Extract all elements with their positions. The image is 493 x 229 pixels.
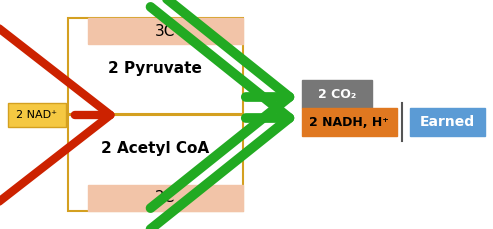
Text: 2 NADH, H⁺: 2 NADH, H⁺ [309,115,389,128]
Text: 2 Acetyl CoA: 2 Acetyl CoA [101,141,209,155]
FancyBboxPatch shape [88,185,243,211]
FancyBboxPatch shape [302,80,372,108]
FancyBboxPatch shape [302,108,397,136]
Text: 2 NAD⁺: 2 NAD⁺ [16,110,58,120]
FancyBboxPatch shape [88,18,243,44]
FancyBboxPatch shape [68,18,243,114]
FancyBboxPatch shape [410,108,485,136]
FancyBboxPatch shape [68,115,243,211]
Text: 2 CO₂: 2 CO₂ [318,87,356,101]
Text: 2 Pyruvate: 2 Pyruvate [108,60,202,76]
Text: 3C: 3C [155,24,175,38]
Text: Earned: Earned [420,115,475,129]
FancyBboxPatch shape [8,103,66,127]
Text: 2C: 2C [155,191,175,205]
